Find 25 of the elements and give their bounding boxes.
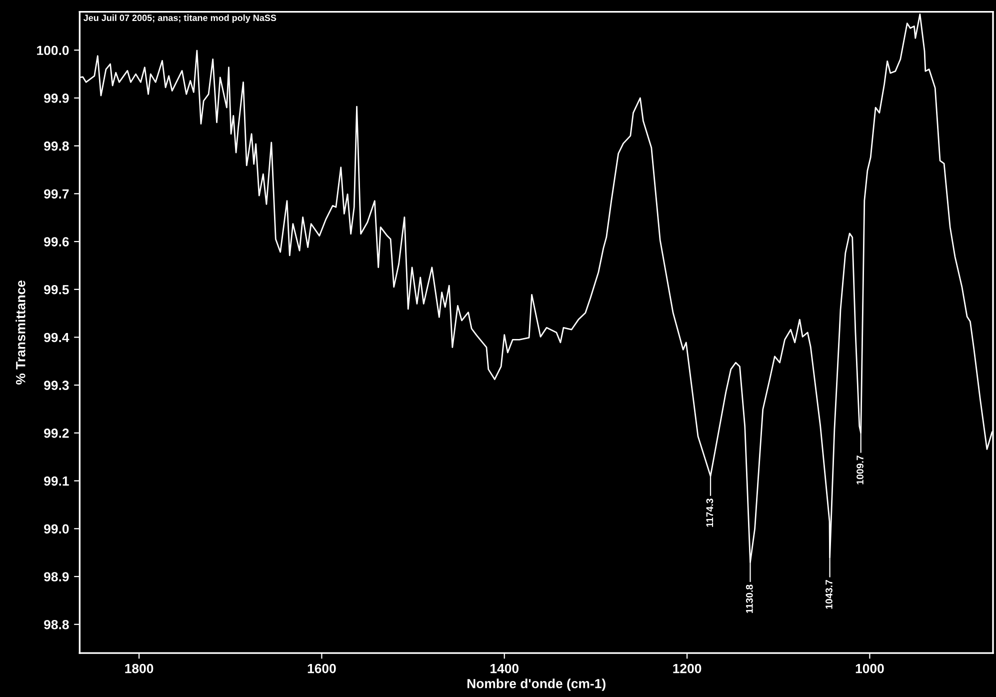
annotation: 1174.3 [706,498,714,527]
y-tick-label: 99.2 [44,428,69,438]
y-tick-label: 98.9 [44,572,69,582]
y-tick-label: 99.6 [44,237,69,246]
y-tick-label: 99.8 [44,141,69,151]
y-tick-label: 98.8 [44,620,69,630]
y-tick-label: 99.4 [44,332,70,342]
y-axis-title: % Transmittance [16,280,26,385]
y-tick-label: 99.7 [44,189,69,199]
y-tick-label: 99.9 [44,94,69,103]
x-tick-label: 1200 [673,664,702,674]
annotation: 1130.8 [746,584,753,613]
y-tick-label: 99.5 [44,284,69,294]
y-tick-label: 100.0 [37,46,69,56]
x-tick-label: 1000 [856,664,884,674]
x-axis-title: Nombre d'onde (cm-1) [467,678,606,691]
y-tick-label: 99.3 [44,380,69,390]
y-tick-label: 99.1 [44,476,69,486]
x-tick-label: 1400 [490,664,519,674]
annotation: 1043.7 [826,580,832,609]
y-tick-label: 99.0 [44,524,69,534]
chart-title: Jeu Juil 07 2005; anas; titane mod poly NaSS [83,14,276,23]
x-tick-label: 1600 [308,664,336,674]
annotation: 1009.7 [856,456,864,484]
x-tick-label: 1800 [125,664,154,674]
